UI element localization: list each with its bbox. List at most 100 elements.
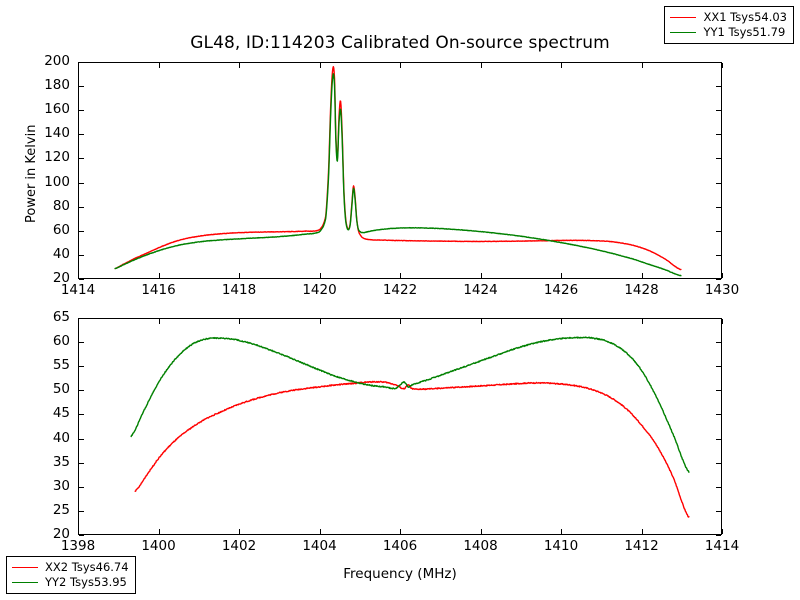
y-tick-label: 25	[52, 501, 70, 518]
x-tick-label: 1404	[302, 538, 337, 554]
bottom-spectrum-plot	[78, 318, 722, 535]
legend-line-swatch-green	[670, 32, 697, 33]
x-tick-mark	[78, 63, 79, 68]
x-tick-mark	[400, 273, 401, 278]
y-tick-label: 20	[52, 270, 70, 286]
x-tick-mark	[400, 319, 401, 324]
x-tick-label: 1418	[221, 282, 257, 298]
x-tick-mark	[158, 529, 160, 534]
y-tick-mark	[79, 134, 84, 136]
y-tick-mark	[79, 438, 84, 440]
x-tick-mark	[158, 273, 160, 278]
y-tick-mark	[79, 486, 84, 488]
x-tick-mark	[319, 529, 321, 534]
y-tick-mark	[79, 62, 84, 63]
y-axis-title: Power in Kelvin	[24, 124, 39, 223]
x-tick-label: 1414	[704, 538, 740, 554]
y-tick-label: 100	[44, 173, 70, 190]
x-tick-mark	[78, 529, 79, 534]
y-tick-mark	[716, 366, 721, 368]
x-tick-mark	[319, 319, 321, 324]
x-tick-mark	[641, 63, 643, 68]
y-tick-mark	[79, 182, 84, 184]
x-tick-label: 1424	[463, 282, 498, 298]
x-tick-mark	[239, 273, 240, 278]
y-tick-label: 140	[44, 125, 70, 142]
x-tick-label: 1410	[543, 538, 579, 554]
y-tick-mark	[79, 342, 84, 344]
data-line-red	[115, 67, 681, 270]
y-tick-mark	[79, 318, 84, 319]
x-tick-label: 1426	[543, 282, 579, 298]
x-tick-label: 1430	[704, 282, 740, 298]
y-tick-label: 35	[52, 453, 70, 470]
legend-label: XX1 Tsys54.03	[703, 9, 787, 24]
x-tick-label: 1420	[302, 282, 337, 298]
y-tick-mark	[79, 279, 84, 280]
y-tick-label: 40	[52, 245, 70, 262]
x-tick-mark	[239, 319, 240, 324]
x-tick-label: 1406	[382, 538, 418, 554]
x-tick-mark	[561, 273, 562, 278]
x-tick-label: 1400	[141, 538, 176, 554]
x-tick-mark	[480, 319, 482, 324]
y-tick-mark	[716, 342, 721, 344]
y-tick-label: 45	[52, 405, 70, 422]
y-tick-mark	[79, 535, 84, 536]
x-tick-mark	[641, 319, 643, 324]
y-tick-mark	[79, 206, 84, 208]
x-tick-mark	[158, 63, 160, 68]
x-tick-mark	[480, 63, 482, 68]
x-axis-title: Frequency (MHz)	[343, 566, 457, 582]
y-tick-label: 20	[52, 526, 70, 542]
x-tick-mark	[722, 319, 723, 324]
data-line-red	[135, 381, 689, 517]
y-tick-mark	[79, 86, 84, 88]
y-tick-mark	[79, 510, 84, 512]
x-tick-mark	[641, 529, 643, 534]
x-tick-mark	[400, 63, 401, 68]
y-tick-label: 50	[52, 381, 70, 398]
y-tick-mark	[716, 438, 721, 440]
x-tick-mark	[480, 273, 482, 278]
y-tick-mark	[79, 254, 84, 256]
x-tick-mark	[158, 319, 160, 324]
figure-title: GL48, ID:114203 Calibrated On-source spe…	[190, 33, 610, 53]
x-tick-label: 1398	[60, 538, 96, 554]
x-tick-label: 1402	[221, 538, 257, 554]
top-plot-legend: XX1 Tsys54.03 YY1 Tsys51.79	[664, 6, 794, 44]
x-tick-mark	[319, 63, 321, 68]
x-tick-mark	[319, 273, 321, 278]
y-tick-label: 40	[52, 429, 70, 446]
y-tick-label: 65	[52, 309, 70, 325]
y-tick-mark	[716, 182, 721, 184]
y-tick-mark	[716, 86, 721, 88]
legend-line-swatch-red	[12, 567, 38, 568]
x-tick-label: 1412	[624, 538, 659, 554]
data-line-green	[115, 74, 681, 276]
y-tick-label: 120	[44, 149, 70, 166]
y-tick-mark	[716, 110, 721, 112]
legend-item: YY1 Tsys51.79	[670, 25, 787, 40]
x-tick-mark	[561, 529, 562, 534]
y-tick-label: 180	[44, 77, 70, 94]
x-tick-mark	[480, 529, 482, 534]
x-tick-label: 1408	[463, 538, 498, 554]
y-tick-mark	[716, 510, 721, 512]
legend-label: YY1 Tsys51.79	[703, 24, 786, 39]
y-tick-label: 60	[52, 333, 70, 350]
y-tick-mark	[79, 158, 84, 160]
legend-label: YY2 Tsys53.95	[45, 574, 127, 589]
y-tick-label: 55	[52, 357, 70, 374]
legend-line-swatch-red	[670, 17, 697, 18]
data-line-green	[131, 337, 689, 472]
y-tick-mark	[79, 414, 84, 416]
y-tick-label: 160	[44, 101, 70, 118]
y-tick-mark	[716, 206, 721, 208]
y-tick-label: 80	[52, 197, 70, 214]
top-plot-lines	[79, 63, 721, 278]
x-tick-label: 1422	[382, 282, 418, 298]
x-tick-mark	[78, 319, 79, 324]
y-tick-mark	[716, 535, 721, 536]
